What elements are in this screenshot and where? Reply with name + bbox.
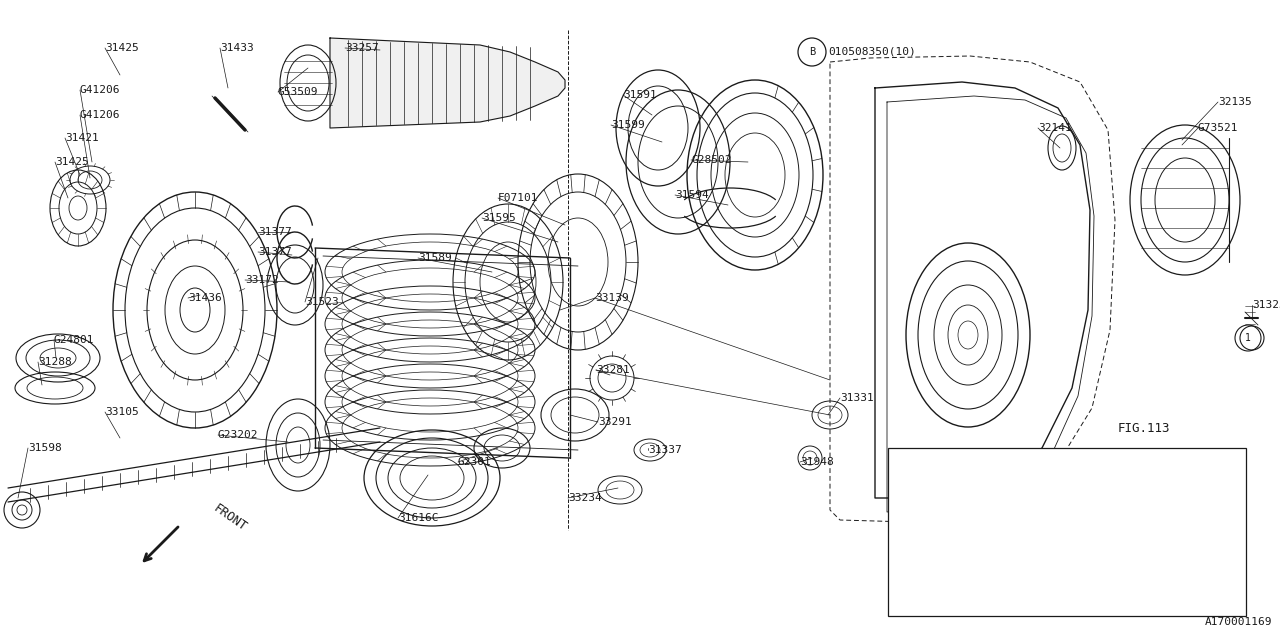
Text: 31425: 31425 <box>55 157 88 167</box>
Text: 31523: 31523 <box>305 297 339 307</box>
Text: 33291: 33291 <box>598 417 632 427</box>
Text: G41206: G41206 <box>79 110 120 120</box>
Text: G53509: G53509 <box>278 87 319 97</box>
Text: G41206: G41206 <box>79 85 120 95</box>
Text: 31331: 31331 <box>840 393 874 403</box>
Text: G97404: G97404 <box>974 590 1014 600</box>
Text: ('06MY0504-  ): ('06MY0504- ) <box>1089 506 1183 516</box>
Text: A170001169: A170001169 <box>1204 617 1272 627</box>
Bar <box>888 448 1245 616</box>
Text: B: B <box>1007 463 1014 473</box>
Text: 31594: 31594 <box>675 190 709 200</box>
Text: 31595: 31595 <box>483 213 516 223</box>
Text: 31377: 31377 <box>259 247 292 257</box>
Text: FIG.113: FIG.113 <box>1117 422 1170 435</box>
Polygon shape <box>330 38 564 128</box>
Text: B: B <box>809 47 815 57</box>
Text: 31377: 31377 <box>259 227 292 237</box>
Text: 33257: 33257 <box>346 43 379 53</box>
Text: FRONT: FRONT <box>211 502 250 534</box>
Text: G73521: G73521 <box>1198 123 1239 133</box>
Text: 31425: 31425 <box>105 43 138 53</box>
Text: F07101: F07101 <box>498 193 539 203</box>
Text: 31948: 31948 <box>800 457 833 467</box>
Text: 1: 1 <box>909 485 915 495</box>
Text: G90807: G90807 <box>974 464 1014 474</box>
Text: 010508350(10): 010508350(10) <box>1027 463 1114 473</box>
Text: 010508350(10): 010508350(10) <box>828 47 915 57</box>
Text: 31598: 31598 <box>28 443 61 453</box>
Text: 32141: 32141 <box>1038 123 1071 133</box>
Text: 31337: 31337 <box>648 445 682 455</box>
Text: ('06MY0504-  ): ('06MY0504- ) <box>1089 590 1183 600</box>
Text: 31591: 31591 <box>623 90 657 100</box>
Text: ( -'06MY0504): ( -'06MY0504) <box>1092 464 1180 474</box>
Text: 33234: 33234 <box>568 493 602 503</box>
Text: 2: 2 <box>909 569 915 579</box>
Text: G23202: G23202 <box>218 430 259 440</box>
Text: 32135: 32135 <box>1219 97 1252 107</box>
Text: 31421: 31421 <box>65 133 99 143</box>
Text: 1: 1 <box>1245 333 1251 343</box>
Text: 31433: 31433 <box>220 43 253 53</box>
Text: 31589: 31589 <box>419 253 452 263</box>
Text: 31325: 31325 <box>1252 300 1280 310</box>
Text: 31436: 31436 <box>188 293 221 303</box>
Text: 33281: 33281 <box>596 365 630 375</box>
Text: 33139: 33139 <box>595 293 628 303</box>
Text: 31616C: 31616C <box>398 513 439 523</box>
Text: G2301: G2301 <box>458 457 492 467</box>
Text: G97402: G97402 <box>974 548 1014 558</box>
Text: G28502: G28502 <box>691 155 731 165</box>
Text: 31288: 31288 <box>38 357 72 367</box>
Text: G24801: G24801 <box>54 335 95 345</box>
Text: G90815: G90815 <box>974 506 1014 516</box>
Text: 33105: 33105 <box>105 407 138 417</box>
Text: ( -'06MY0504): ( -'06MY0504) <box>1092 548 1180 558</box>
Text: 31599: 31599 <box>611 120 645 130</box>
Text: 33172: 33172 <box>244 275 279 285</box>
